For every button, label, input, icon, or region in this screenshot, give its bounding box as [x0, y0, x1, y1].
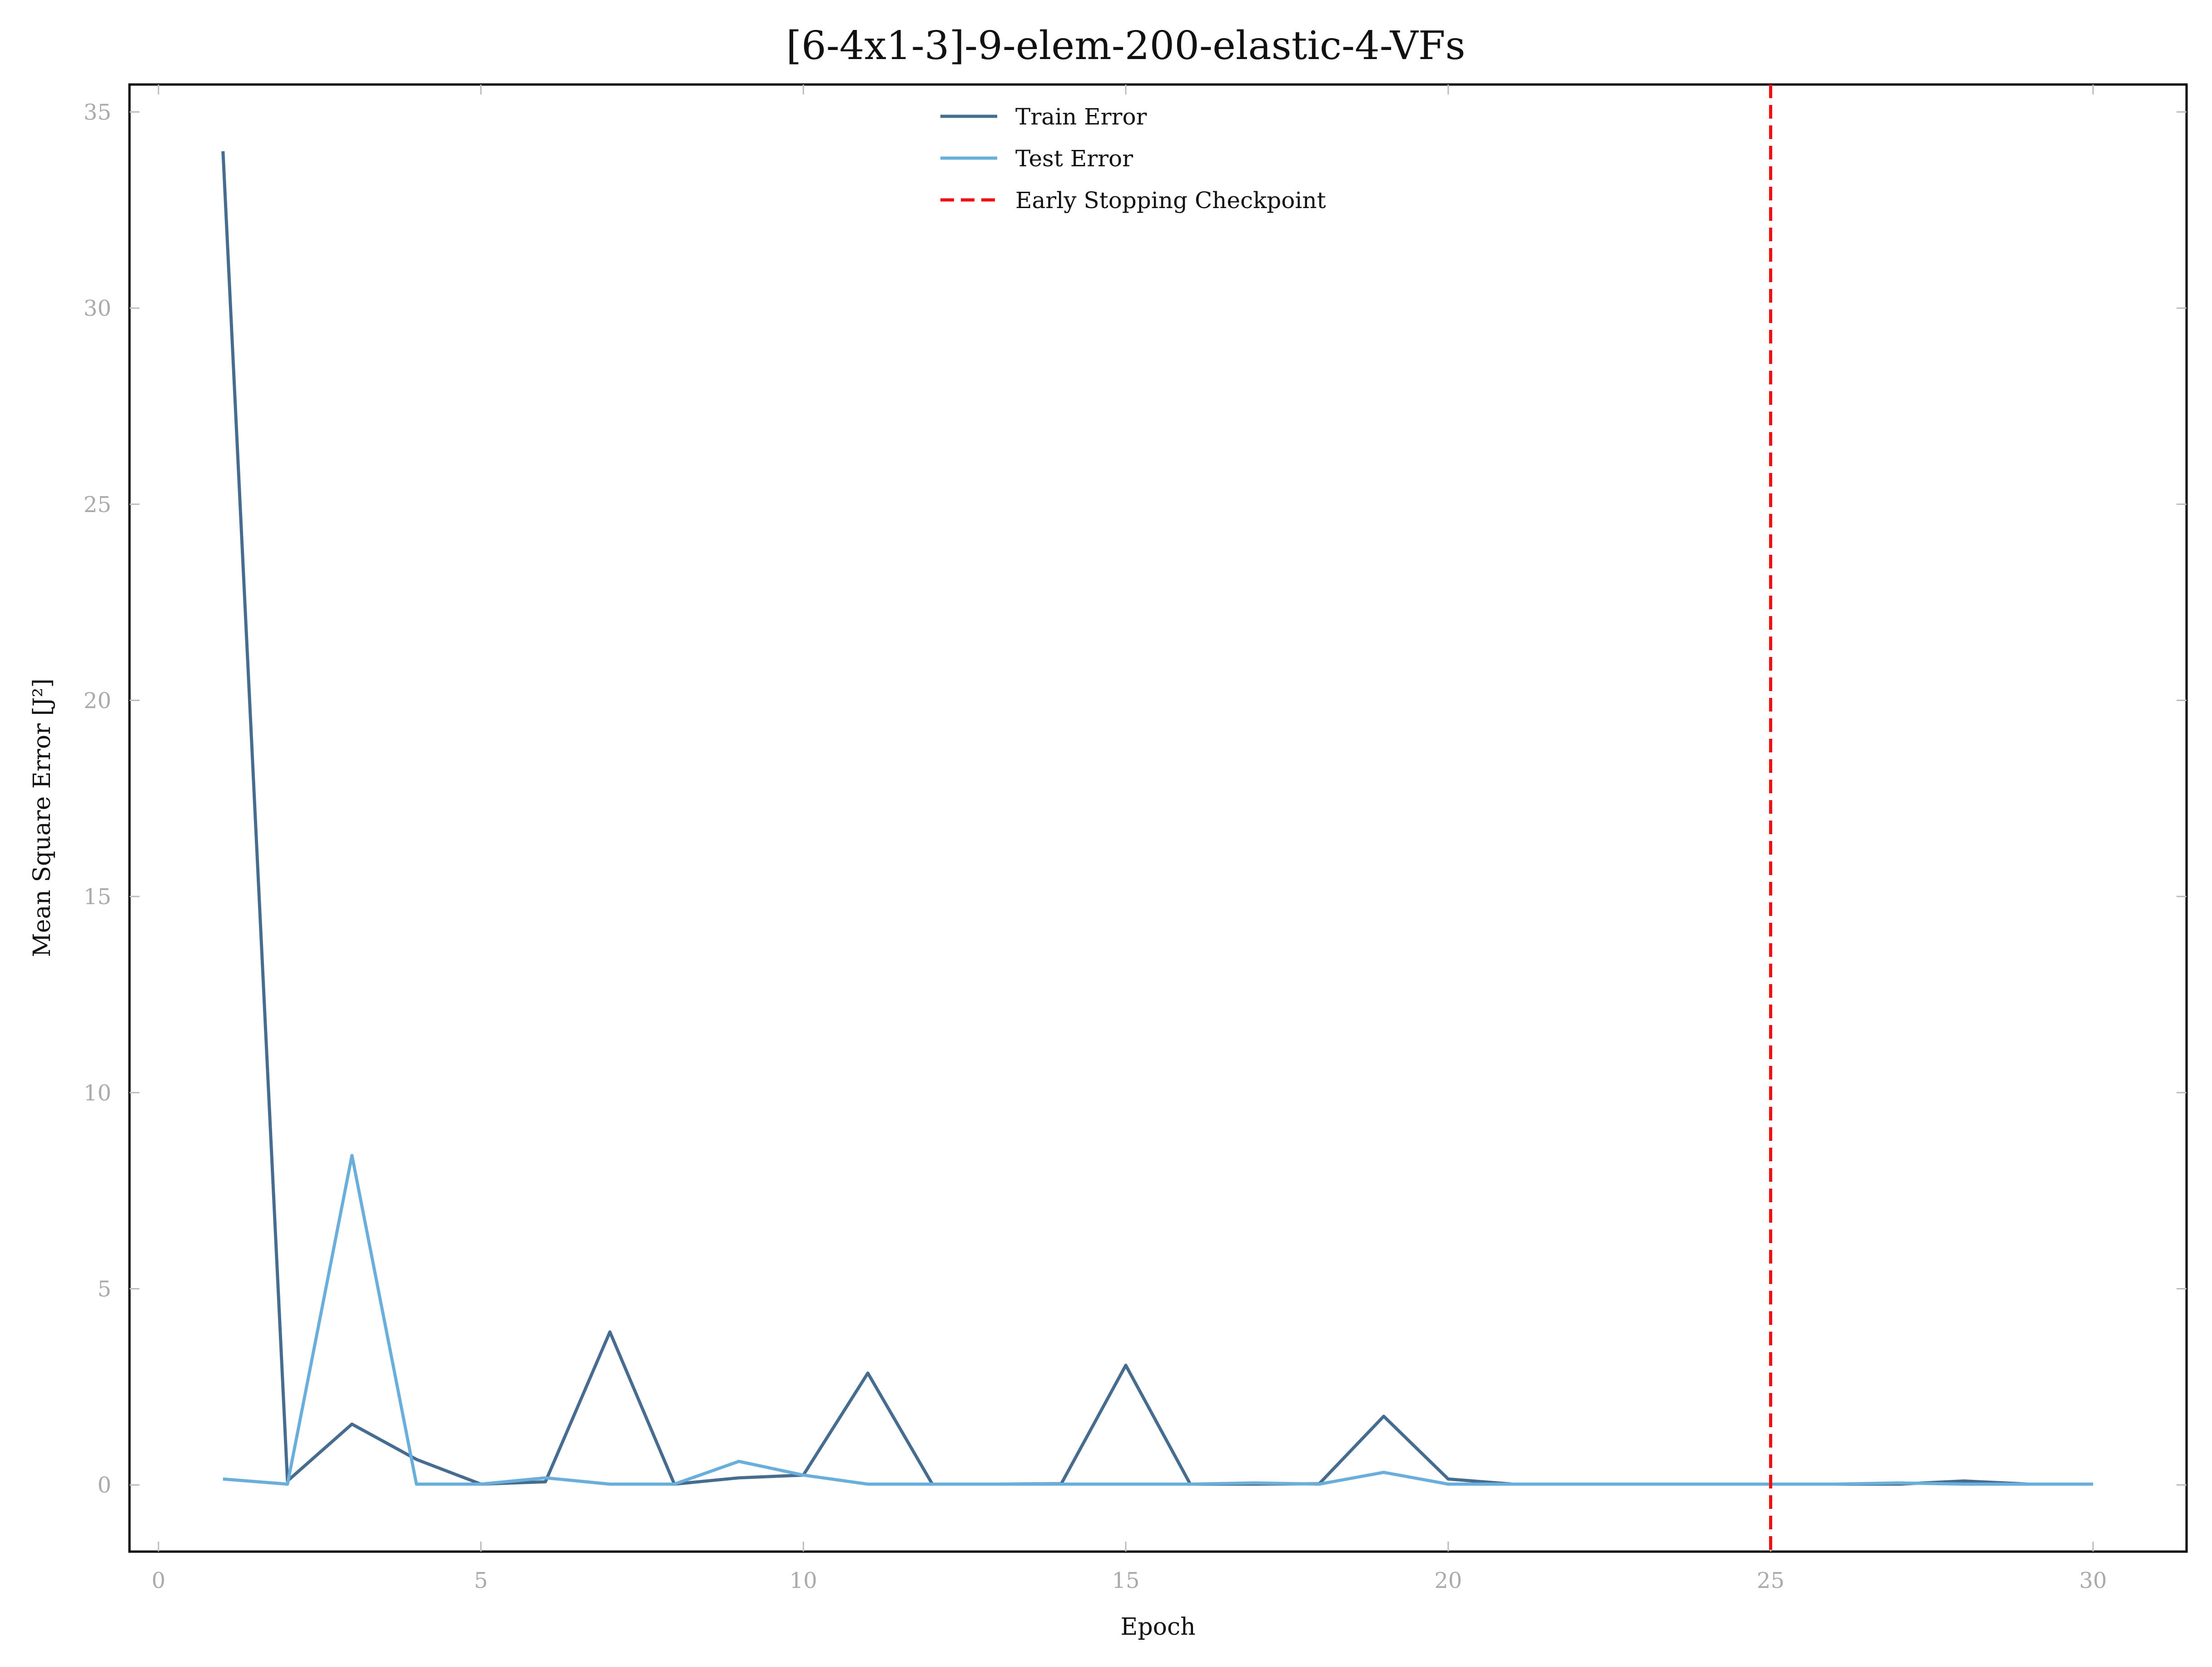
- legend-label-train-error: Train Error: [1015, 104, 1147, 130]
- chart-title: [6-4x1-3]-9-elem-200-elastic-4-VFs: [786, 23, 1465, 69]
- legend: Train Error Test Error Early Stopping Ch…: [940, 104, 1326, 214]
- y-axis-label: Mean Square Error [J²]: [29, 678, 56, 957]
- legend-label-test-error: Test Error: [1015, 145, 1133, 172]
- y-ticks: 0 5 10 15 20 25 30 35: [84, 100, 2187, 1498]
- y-tick-label: 25: [84, 492, 111, 518]
- y-tick-label: 30: [84, 296, 111, 321]
- x-ticks: 0 5 10 15 20 25 30: [152, 85, 2107, 1593]
- y-tick-label: 0: [97, 1473, 111, 1498]
- series-line-train-error: [221, 151, 2093, 1486]
- x-tick-label: 10: [790, 1568, 817, 1593]
- plot-frame: [128, 83, 2188, 1553]
- legend-label-early-stopping: Early Stopping Checkpoint: [1015, 187, 1326, 214]
- y-tick-label: 10: [84, 1080, 111, 1106]
- y-tick-label: 15: [84, 884, 111, 910]
- x-tick-label: 15: [1112, 1568, 1139, 1593]
- y-tick-label: 35: [84, 100, 111, 125]
- x-axis-label: Epoch: [1120, 1613, 1195, 1641]
- series-line-test-error: [223, 1154, 2093, 1486]
- x-tick-label: 5: [474, 1568, 488, 1593]
- y-tick-label: 20: [84, 688, 111, 713]
- plot-area: 0 5 10 15 20 25 30 0 5 10 15 20 25 30 35: [84, 83, 2188, 1593]
- x-tick-label: 30: [2079, 1568, 2107, 1593]
- x-tick-label: 25: [1757, 1568, 1785, 1593]
- x-tick-label: 0: [152, 1568, 166, 1593]
- y-tick-label: 5: [97, 1277, 111, 1302]
- series-lines: [221, 151, 2093, 1486]
- x-tick-label: 20: [1434, 1568, 1462, 1593]
